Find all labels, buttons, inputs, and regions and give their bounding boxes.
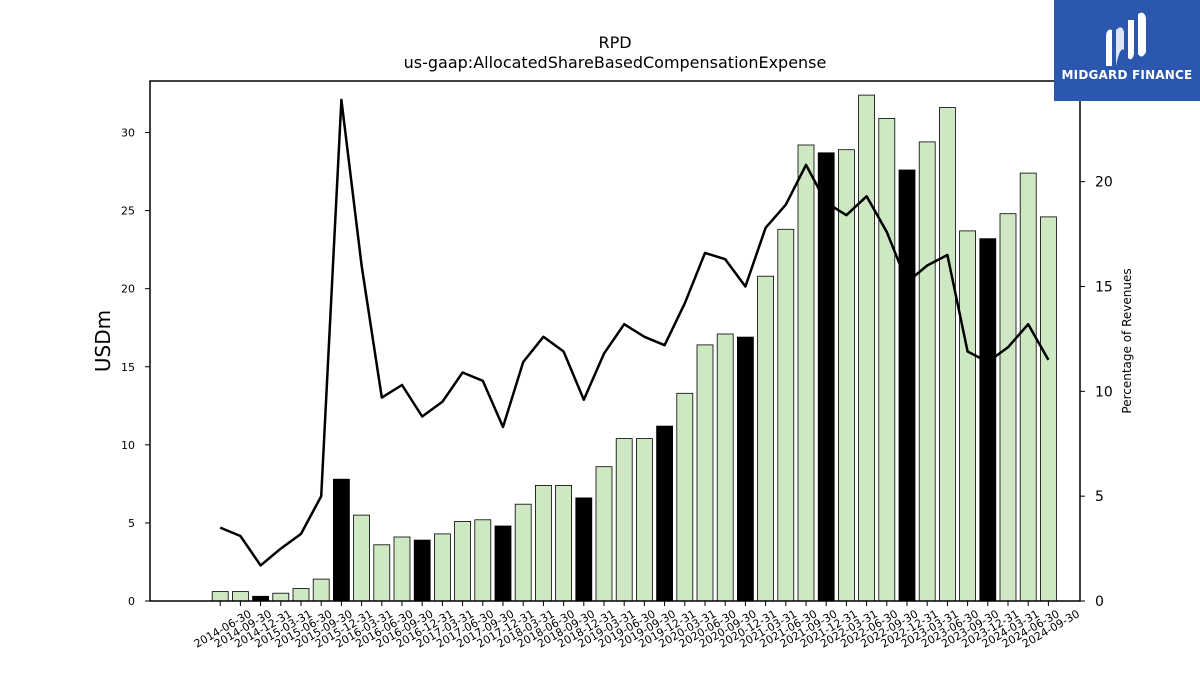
bar	[777, 228, 795, 602]
x-axis: 2014-06-302014-09-302014-12-312015-03-31…	[192, 601, 1082, 651]
bar	[433, 533, 451, 602]
bar	[413, 539, 431, 602]
logo-text: MIDGARD FINANCE	[1061, 68, 1193, 82]
bar	[878, 118, 896, 602]
bar	[514, 503, 532, 602]
bar	[615, 438, 633, 602]
y-tick-label: 30	[121, 127, 135, 140]
bar	[393, 536, 411, 602]
bar	[737, 336, 754, 602]
series-line	[219, 98, 1050, 567]
brand-logo: MIDGARD FINANCE	[1054, 0, 1200, 101]
bar	[332, 478, 350, 602]
y2-axis-label: Percentage of Revenues	[1120, 268, 1134, 413]
bar	[555, 484, 572, 602]
bar	[918, 141, 936, 602]
bar	[858, 94, 875, 602]
bar	[838, 149, 855, 602]
bar	[797, 144, 815, 602]
y-tick-label: 15	[121, 361, 135, 374]
y2-tick-label: 0	[1095, 594, 1104, 610]
y2-tick-label: 15	[1095, 279, 1113, 295]
y-tick-label: 25	[121, 205, 135, 218]
bar	[1019, 172, 1037, 602]
y-axis-left: 0 5 10 15 20 25 30	[121, 127, 150, 608]
bar	[757, 275, 774, 602]
bars-layer	[211, 94, 1057, 602]
bar	[959, 230, 976, 602]
bar	[595, 466, 613, 602]
bar	[231, 591, 249, 602]
bar	[1040, 216, 1057, 602]
bar	[474, 519, 492, 602]
y-axis-right: 0 5 10 15 20	[1080, 175, 1113, 610]
chart-title: RPD	[598, 33, 631, 52]
y-tick-label: 10	[121, 439, 135, 452]
y-tick-label: 20	[121, 283, 135, 296]
y2-tick-label: 10	[1095, 384, 1113, 400]
y-tick-label: 5	[128, 517, 135, 530]
line-layer	[219, 98, 1050, 567]
bar	[716, 333, 734, 602]
plot-frame	[149, 80, 1081, 602]
bar	[575, 497, 593, 602]
bar	[535, 484, 552, 602]
bar	[676, 392, 694, 602]
bar	[999, 213, 1017, 602]
bar	[656, 425, 673, 602]
bar	[211, 591, 229, 602]
bar	[353, 514, 371, 602]
bar	[373, 544, 391, 602]
bar	[979, 238, 997, 602]
y-axis-label: USDm	[91, 310, 115, 372]
y2-tick-label: 20	[1095, 175, 1113, 191]
bar	[636, 438, 653, 602]
bar	[696, 344, 714, 602]
bar	[454, 521, 472, 602]
bar	[292, 588, 310, 602]
bar	[494, 525, 512, 602]
y2-tick-label: 5	[1095, 489, 1104, 505]
bar	[939, 107, 956, 602]
bar	[898, 169, 916, 602]
chart-subtitle: us-gaap:AllocatedShareBasedCompensationE…	[404, 53, 827, 72]
bar	[272, 592, 290, 602]
midgard-logo-icon	[1106, 12, 1146, 66]
y-tick-label: 0	[128, 595, 135, 608]
bar	[817, 152, 835, 602]
bar	[312, 578, 330, 602]
